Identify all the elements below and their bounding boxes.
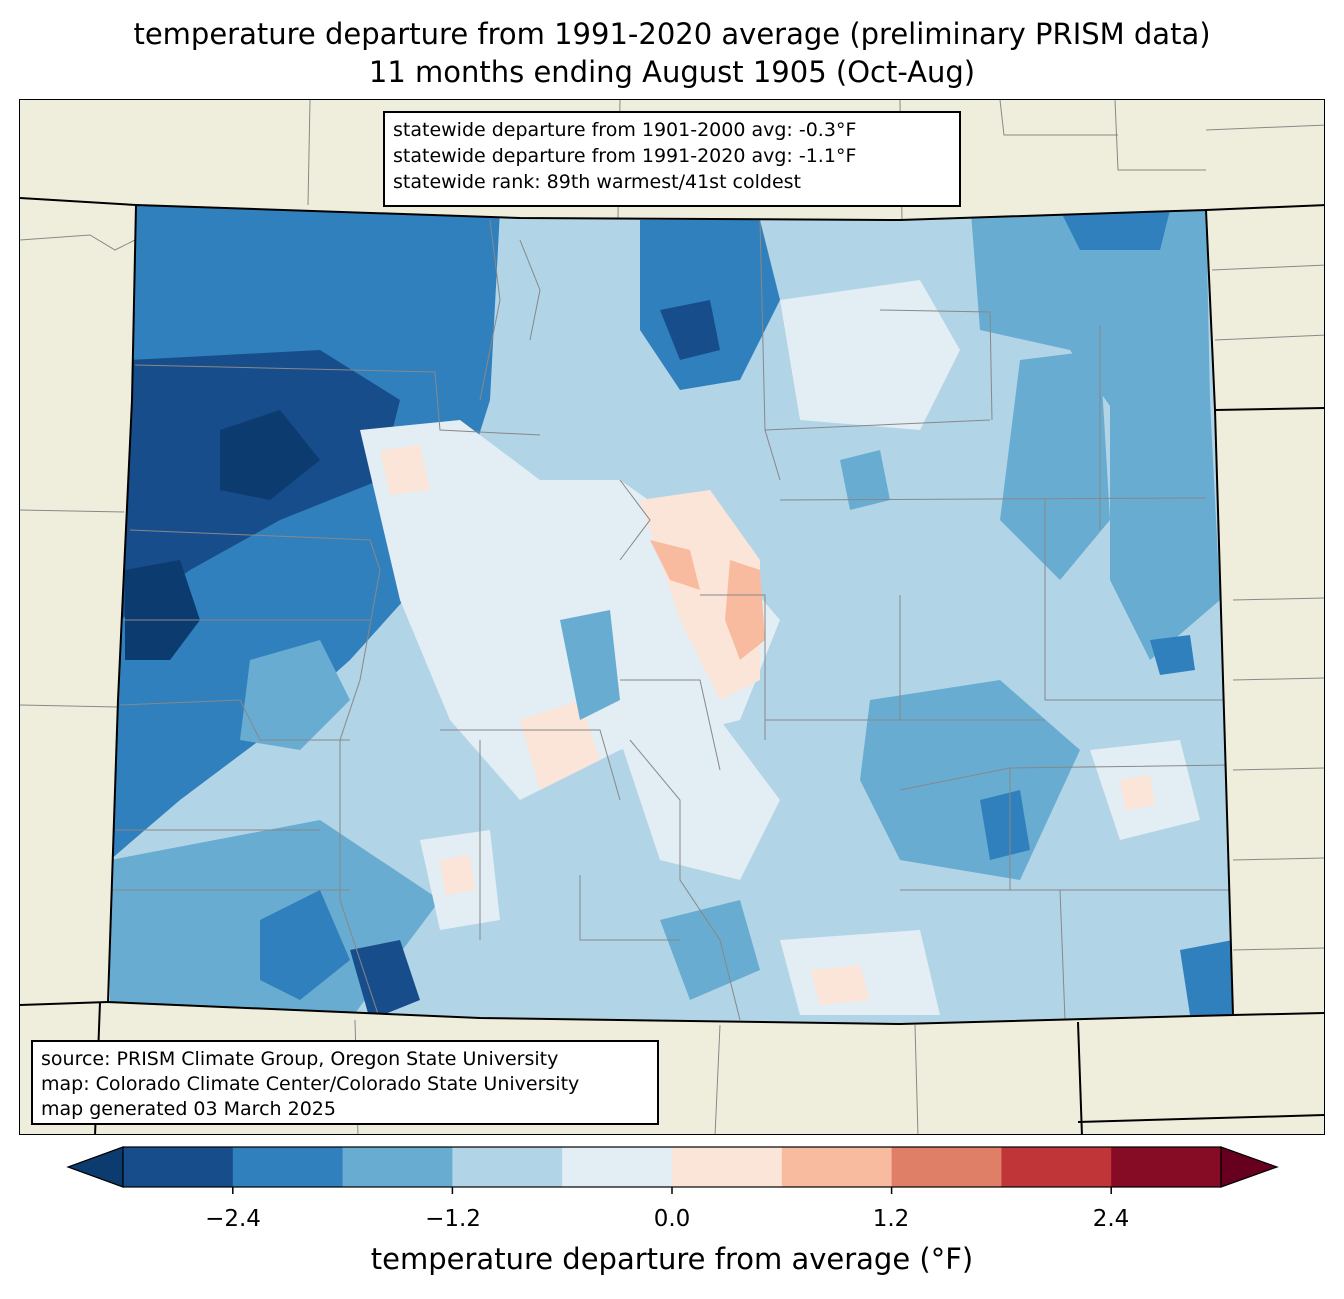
- colorbar-extend-low: [66, 1146, 124, 1188]
- colorbar-tick-label: −2.4: [205, 1206, 261, 1232]
- map-title-line1: temperature departure from 1991-2020 ave…: [133, 17, 1211, 51]
- colorbar-cell: [781, 1147, 893, 1187]
- colorbar-cell: [1001, 1147, 1112, 1187]
- stats-rank: statewide rank: 89th warmest/41st coldes…: [393, 171, 802, 193]
- credits-map: map: Colorado Climate Center/Colorado St…: [41, 1073, 580, 1095]
- colorbar-tick-label: 0.0: [653, 1206, 691, 1232]
- colorbar-extend-high: [1220, 1146, 1279, 1188]
- colorbar-cell: [452, 1147, 563, 1187]
- temperature-departure-field: [108, 205, 1233, 1024]
- stats-departure-1991-2020: statewide departure from 1991-2020 avg: …: [393, 145, 857, 167]
- colorbar-cell: [232, 1147, 344, 1187]
- colorbar-tick-label: 1.2: [872, 1206, 910, 1232]
- colorbar: [66, 1146, 1279, 1194]
- map-title-line2: 11 months ending August 1905 (Oct-Aug): [368, 55, 976, 89]
- stats-departure-1901-2000: statewide departure from 1901-2000 avg: …: [393, 119, 857, 141]
- colorbar-cell: [123, 1147, 234, 1187]
- map-panel: [19, 99, 1325, 1135]
- colorado-map: [20, 100, 1324, 1134]
- credits-generated: map generated 03 March 2025: [41, 1098, 336, 1120]
- colorbar-label: temperature departure from average (°F): [370, 1242, 974, 1276]
- colorbar-cell: [1111, 1147, 1222, 1187]
- colorado-border: [106, 203, 1235, 1026]
- colorbar-cell: [672, 1147, 783, 1187]
- credits-source: source: PRISM Climate Group, Oregon Stat…: [41, 1048, 559, 1070]
- colorbar-cell: [891, 1147, 1002, 1187]
- colorbar-cell: [342, 1147, 453, 1187]
- colorbar-tick-label: −1.2: [425, 1206, 481, 1232]
- statewide-stats-box: statewide departure from 1901-2000 avg: …: [383, 111, 961, 207]
- colorbar-cell: [562, 1147, 673, 1187]
- colorbar-tick-label: 2.4: [1092, 1206, 1130, 1232]
- credits-box: source: PRISM Climate Group, Oregon Stat…: [31, 1040, 659, 1125]
